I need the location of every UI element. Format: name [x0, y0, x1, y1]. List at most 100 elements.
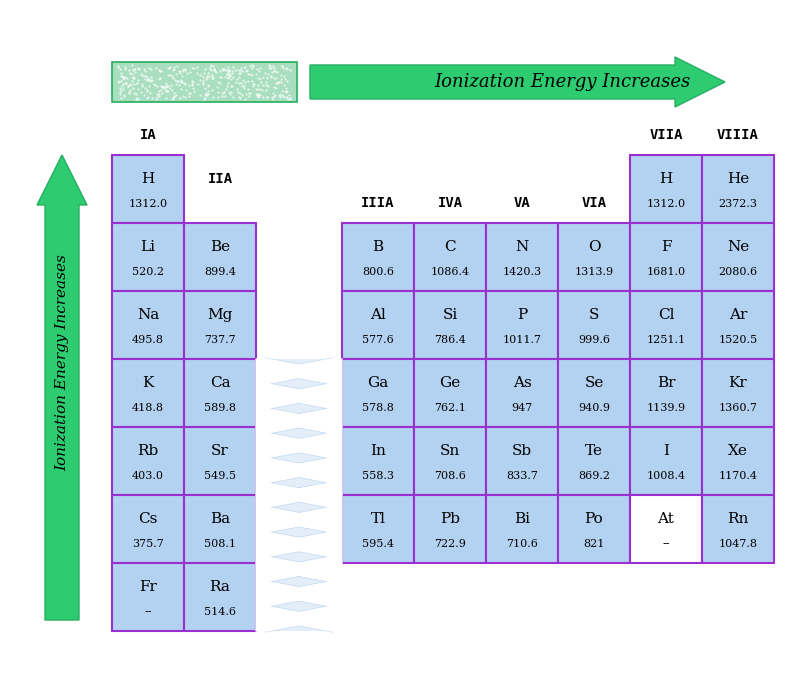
Point — [231, 65, 244, 75]
Point — [150, 92, 163, 103]
Point — [233, 72, 246, 83]
Point — [270, 78, 283, 88]
Bar — [342, 427, 414, 495]
Text: 558.3: 558.3 — [362, 471, 394, 481]
Point — [253, 84, 266, 95]
Point — [268, 82, 281, 92]
Text: --: -- — [662, 539, 670, 549]
Point — [175, 71, 188, 82]
Point — [127, 64, 140, 75]
Point — [239, 66, 252, 77]
Point — [246, 60, 258, 71]
Point — [160, 80, 173, 90]
Point — [226, 68, 239, 79]
Point — [244, 61, 257, 71]
Point — [276, 86, 289, 97]
Point — [159, 85, 172, 96]
Point — [166, 85, 179, 96]
Point — [161, 80, 174, 91]
Point — [117, 72, 130, 83]
Point — [218, 71, 231, 82]
Point — [252, 89, 265, 100]
Point — [258, 67, 271, 78]
Point — [283, 89, 296, 100]
Point — [162, 80, 174, 91]
Point — [260, 77, 273, 88]
Point — [142, 81, 155, 92]
Point — [254, 77, 267, 88]
Text: 1047.8: 1047.8 — [718, 539, 758, 549]
Point — [263, 61, 276, 71]
Point — [128, 72, 141, 83]
Point — [242, 91, 255, 102]
Text: Sr: Sr — [211, 444, 229, 458]
Point — [157, 81, 170, 92]
Point — [244, 69, 257, 80]
Point — [186, 82, 199, 93]
Text: 821: 821 — [583, 539, 605, 549]
Point — [272, 76, 285, 87]
Text: Fr: Fr — [139, 580, 157, 594]
Text: 786.4: 786.4 — [434, 335, 466, 345]
Point — [266, 92, 278, 103]
Point — [143, 87, 156, 98]
Bar — [702, 223, 774, 291]
Text: 833.7: 833.7 — [506, 471, 538, 481]
Point — [152, 91, 165, 102]
Point — [131, 83, 144, 94]
Point — [111, 61, 124, 72]
Bar — [630, 427, 702, 495]
Text: IA: IA — [140, 128, 156, 142]
Point — [246, 80, 259, 91]
Bar — [486, 223, 558, 291]
Point — [167, 62, 180, 73]
Point — [243, 88, 256, 99]
Point — [126, 76, 138, 87]
Point — [221, 68, 234, 79]
Point — [128, 88, 141, 99]
Point — [187, 86, 200, 97]
Point — [156, 87, 169, 98]
Point — [142, 73, 154, 84]
Point — [259, 80, 272, 90]
Point — [242, 83, 255, 94]
Point — [174, 92, 186, 103]
Point — [240, 65, 253, 75]
Point — [121, 73, 134, 84]
Bar — [558, 427, 630, 495]
Point — [251, 90, 264, 101]
Point — [270, 78, 282, 88]
Text: 2372.3: 2372.3 — [718, 199, 758, 209]
Point — [208, 65, 221, 75]
Point — [234, 87, 246, 98]
Point — [206, 85, 219, 96]
Point — [210, 67, 223, 78]
Point — [134, 69, 147, 80]
Point — [243, 87, 256, 98]
Point — [133, 63, 146, 74]
Point — [153, 88, 166, 99]
Point — [166, 65, 179, 75]
Point — [238, 93, 251, 104]
Point — [170, 78, 182, 89]
Text: Ionization Energy Increases: Ionization Energy Increases — [55, 254, 69, 471]
Point — [214, 71, 227, 82]
Text: 1312.0: 1312.0 — [129, 199, 167, 209]
Bar — [112, 291, 184, 359]
Point — [222, 78, 234, 88]
Text: 520.2: 520.2 — [132, 267, 164, 277]
Point — [274, 69, 287, 80]
Point — [279, 92, 292, 103]
Point — [218, 86, 230, 97]
Text: 418.8: 418.8 — [132, 403, 164, 413]
Text: Sb: Sb — [512, 444, 532, 458]
Point — [154, 80, 167, 91]
Point — [178, 78, 190, 88]
Bar — [112, 62, 297, 102]
Text: I: I — [663, 444, 669, 458]
Point — [277, 90, 290, 101]
Point — [161, 86, 174, 97]
Point — [124, 84, 137, 95]
Point — [135, 86, 148, 97]
Point — [188, 63, 201, 73]
